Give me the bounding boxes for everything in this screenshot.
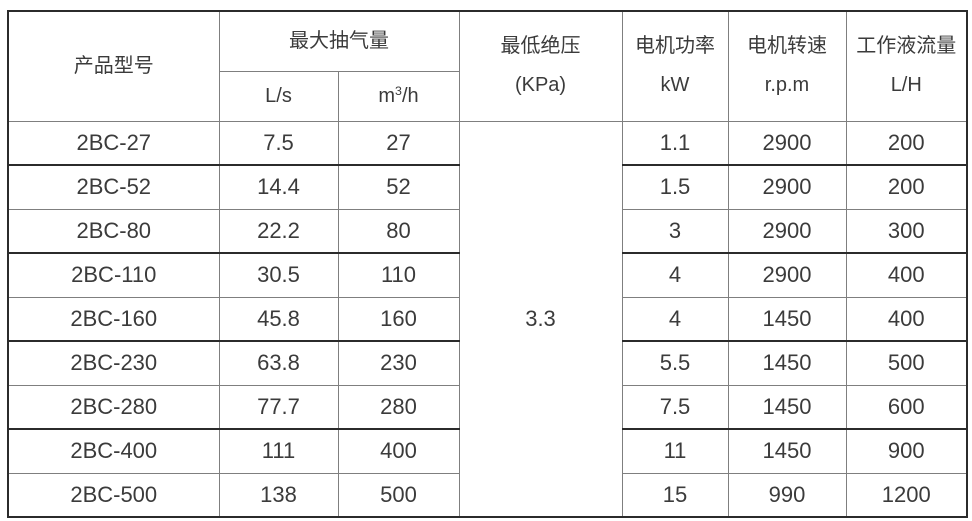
ls-cell: 138	[218, 472, 339, 518]
ls-cell: 45.8	[218, 296, 339, 342]
power-header-line1: 电机功率	[635, 35, 715, 58]
table-row: 2BC-110 30.5 110 4 2900 400	[7, 252, 968, 298]
ls-cell: 14.4	[218, 164, 339, 210]
kw-cell: 1.5	[621, 164, 729, 210]
model-cell: 2BC-27	[7, 120, 220, 166]
table-row: 2BC-52 14.4 52 1.5 2900 200	[7, 164, 968, 210]
lh-cell: 500	[845, 340, 968, 386]
rpm-cell: 2900	[727, 164, 847, 210]
ls-cell: 22.2	[218, 208, 339, 254]
model-cell: 2BC-500	[7, 472, 220, 518]
product-spec-table: 产品型号 最大抽气量 最低绝压 (KPa) 电机功率 kW 电机转速 r.p.m…	[7, 10, 968, 518]
col-header-speed: 电机转速 r.p.m	[727, 10, 847, 122]
kw-cell: 1.1	[621, 120, 729, 166]
m3h-cell: 230	[337, 340, 460, 386]
table-row: 2BC-230 63.8 230 5.5 1450 500	[7, 340, 968, 386]
m3h-cell: 160	[337, 296, 460, 342]
lh-cell: 1200	[845, 472, 968, 518]
col-header-capacity-m3h: m3/h	[337, 70, 460, 122]
rpm-cell: 2900	[727, 120, 847, 166]
col-header-power: 电机功率 kW	[621, 10, 729, 122]
ls-cell: 30.5	[218, 252, 339, 298]
table-row: 2BC-280 77.7 280 7.5 1450 600	[7, 384, 968, 430]
model-cell: 2BC-110	[7, 252, 220, 298]
lh-cell: 600	[845, 384, 968, 430]
ls-cell: 111	[218, 428, 339, 474]
flow-header-line1: 工作液流量	[856, 35, 957, 58]
model-cell: 2BC-230	[7, 340, 220, 386]
power-header-unit: kW	[660, 74, 690, 97]
col-header-flow: 工作液流量 L/H	[845, 10, 968, 122]
kw-cell: 5.5	[621, 340, 729, 386]
rpm-cell: 2900	[727, 208, 847, 254]
kw-cell: 15	[621, 472, 729, 518]
model-cell: 2BC-280	[7, 384, 220, 430]
rpm-cell: 2900	[727, 252, 847, 298]
col-header-capacity-group: 最大抽气量	[218, 10, 460, 72]
m3h-cell: 80	[337, 208, 460, 254]
model-cell: 2BC-80	[7, 208, 220, 254]
m3h-rest: /h	[401, 84, 419, 107]
model-cell: 2BC-52	[7, 164, 220, 210]
lh-cell: 200	[845, 164, 968, 210]
table-row: 2BC-400 111 400 11 1450 900	[7, 428, 968, 474]
model-cell: 2BC-400	[7, 428, 220, 474]
kw-cell: 7.5	[621, 384, 729, 430]
table-row: 2BC-80 22.2 80 3 2900 300	[7, 208, 968, 254]
m3h-cell: 280	[337, 384, 460, 430]
kw-cell: 4	[621, 296, 729, 342]
col-header-model: 产品型号	[7, 10, 220, 122]
table-row: 2BC-27 7.5 27 3.3 1.1 2900 200	[7, 120, 968, 518]
pressure-header-line1: 最低绝压	[500, 35, 581, 58]
lh-cell: 400	[845, 252, 968, 298]
lh-cell: 900	[845, 428, 968, 474]
speed-header-line1: 电机转速	[747, 35, 827, 58]
rpm-cell: 1450	[727, 340, 847, 386]
ls-cell: 77.7	[218, 384, 339, 430]
table-row: 2BC-160 45.8 160 4 1450 400	[7, 296, 968, 342]
rpm-cell: 990	[727, 472, 847, 518]
kw-cell: 11	[621, 428, 729, 474]
m3h-cell: 500	[337, 472, 460, 518]
lh-cell: 300	[845, 208, 968, 254]
kw-cell: 3	[621, 208, 729, 254]
col-header-capacity-ls: L/s	[218, 70, 339, 122]
pressure-value-cell: 3.3	[458, 120, 623, 518]
header-row-1: 产品型号 最大抽气量 最低绝压 (KPa) 电机功率 kW 电机转速 r.p.m…	[7, 10, 968, 122]
m3h-cell: 400	[337, 428, 460, 474]
kw-cell: 4	[621, 252, 729, 298]
m3h-cell: 52	[337, 164, 460, 210]
m3h-superscript: 3	[395, 84, 402, 99]
table-row: 2BC-500 138 500 15 990 1200	[7, 472, 968, 518]
flow-header-unit: L/H	[890, 74, 922, 97]
ls-cell: 63.8	[218, 340, 339, 386]
col-header-pressure: 最低绝压 (KPa)	[458, 10, 623, 122]
pressure-header-line2: (KPa)	[514, 74, 567, 97]
header-row-2: L/s m3/h	[8, 70, 967, 122]
ls-cell: 7.5	[218, 120, 339, 166]
rpm-cell: 1450	[727, 384, 847, 430]
lh-cell: 400	[845, 296, 968, 342]
model-cell: 2BC-160	[7, 296, 220, 342]
m3h-cell: 27	[337, 120, 460, 166]
lh-cell: 200	[845, 120, 968, 166]
rpm-cell: 1450	[727, 296, 847, 342]
speed-header-unit: r.p.m	[764, 74, 810, 97]
m3h-base: m	[378, 84, 396, 107]
m3h-cell: 110	[337, 252, 460, 298]
rpm-cell: 1450	[727, 428, 847, 474]
